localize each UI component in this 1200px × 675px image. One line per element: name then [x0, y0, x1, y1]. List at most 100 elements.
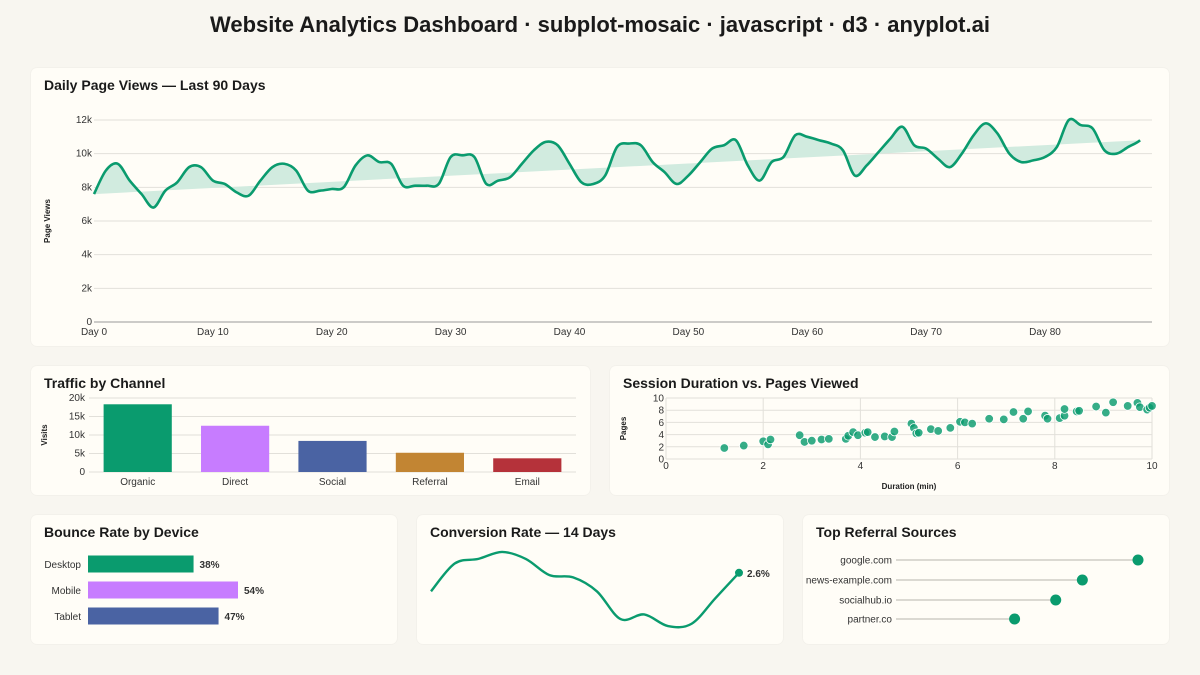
end-point — [735, 568, 743, 577]
x-axis-label: Duration (min) — [882, 482, 937, 491]
y-tick-label: 10 — [653, 394, 665, 405]
x-tick-label: 8 — [1052, 461, 1058, 472]
x-tick-label: Organic — [120, 477, 155, 488]
y-tick-label: 15k — [69, 412, 86, 423]
lollipop-dot — [1050, 594, 1062, 606]
category-label: partner.co — [848, 615, 893, 626]
traffic-panel: Traffic by Channel 0 5k 10k 15k 20k Organic Di… — [31, 366, 590, 495]
y-tick-label: 2k — [81, 283, 93, 294]
traffic-chart: 0 5k 10k 15k 20k Organic Direct Social Referral E… — [40, 393, 576, 488]
scatter-point — [739, 440, 749, 451]
y-tick-label: 5k — [74, 449, 86, 460]
area-fill — [94, 118, 1141, 208]
referral-title: Top Referral Sources — [816, 524, 957, 540]
x-tick-label: 6 — [955, 461, 961, 472]
conversion-title: Conversion Rate — 14 Days — [430, 524, 616, 540]
x-tick-label: Direct — [222, 477, 248, 488]
scatter-point — [1147, 401, 1157, 411]
scatter-point — [984, 414, 994, 424]
category-label: Mobile — [52, 586, 82, 597]
y-tick-label: 6 — [658, 418, 664, 429]
bar-organic — [103, 404, 172, 472]
scatter-point — [862, 427, 873, 437]
scatter-point — [1042, 414, 1053, 424]
x-tick-label: Day 70 — [910, 327, 942, 338]
y-axis-label: Page Views — [43, 199, 52, 243]
y-tick-label: 4 — [658, 430, 664, 441]
referral-chart: google.com news-example.com socialhub.io pa… — [806, 554, 1144, 626]
scatter-point — [719, 443, 730, 453]
scatter-point — [765, 434, 776, 445]
scatter-point — [933, 426, 943, 436]
y-tick-label: 10k — [76, 149, 93, 160]
x-tick-label: Social — [319, 477, 346, 488]
scatter-point — [945, 423, 956, 433]
scatter-point — [1074, 406, 1084, 416]
scatter-point — [914, 428, 924, 438]
category-label: google.com — [840, 556, 892, 567]
lollipop-dot — [1009, 613, 1021, 625]
y-tick-label: 4k — [81, 250, 93, 261]
y-tick-label: 2 — [658, 442, 664, 453]
category-label: socialhub.io — [839, 596, 892, 607]
value-label: 54% — [244, 586, 264, 597]
x-tick-label: Day 50 — [673, 327, 705, 338]
scatter-point — [807, 435, 817, 446]
page-views-chart: 0 2k 4k 6k 8k 10k 12k Day 0 Day 10 Day 20 Day 30 Da… — [43, 115, 1152, 338]
scatter-point — [824, 434, 834, 444]
bounce-title: Bounce Rate by Device — [44, 524, 199, 540]
x-tick-label: Day 20 — [316, 327, 348, 338]
scatter-point — [1108, 397, 1118, 407]
scatter-point — [1008, 407, 1019, 417]
x-tick-label: 2 — [760, 461, 766, 472]
scatter-point — [1101, 407, 1111, 418]
scatter-point — [1059, 404, 1070, 414]
y-axis-label: Pages — [619, 416, 628, 440]
category-label: Desktop — [44, 560, 81, 571]
dashboard-title: Website Analytics Dashboard · subplot-mo… — [210, 12, 990, 37]
y-tick-label: 0 — [658, 455, 664, 466]
page-views-line — [92, 117, 1141, 209]
lollipop-dot — [1132, 554, 1144, 566]
traffic-title: Traffic by Channel — [44, 375, 166, 391]
x-tick-label: Referral — [412, 477, 448, 488]
y-tick-label: 0 — [86, 317, 92, 328]
scatter-point — [999, 414, 1009, 425]
scatter-point — [794, 430, 805, 440]
y-tick-label: 8 — [658, 406, 664, 417]
x-tick-label: 0 — [663, 461, 669, 472]
y-tick-label: 6k — [81, 216, 93, 227]
page-views-panel: Daily Page Views — Last 90 Days 0 2k 4k 6k 8… — [31, 68, 1169, 346]
scatter-point — [1018, 414, 1028, 424]
bar-mobile — [88, 581, 238, 599]
value-label: 47% — [225, 612, 245, 623]
x-tick-label: Email — [515, 477, 540, 488]
x-tick-label: Day 60 — [791, 327, 823, 338]
y-tick-label: 20k — [69, 393, 86, 404]
scatter-point — [1123, 401, 1133, 411]
y-tick-label: 10k — [69, 430, 86, 441]
bar-email — [493, 458, 562, 472]
y-tick-label: 8k — [81, 182, 93, 193]
referral-panel: Top Referral Sources google.com news-exam… — [803, 515, 1169, 644]
scatter-point — [1091, 401, 1101, 412]
category-label: Tablet — [54, 612, 81, 623]
conversion-chart: 2.6% — [430, 550, 770, 629]
x-tick-label: Day 0 — [81, 327, 108, 338]
lollipop-dot — [1076, 574, 1088, 586]
page-views-title: Daily Page Views — Last 90 Days — [44, 77, 266, 93]
bar-direct — [201, 425, 270, 472]
y-tick-label: 12k — [76, 115, 93, 126]
conversion-panel: Conversion Rate — 14 Days 2.6% — [417, 515, 783, 644]
scatter-point — [889, 426, 900, 437]
x-tick-label: Day 30 — [435, 327, 467, 338]
scatter-point — [870, 432, 880, 442]
y-axis-label: Visits — [40, 424, 49, 446]
conversion-line — [430, 550, 740, 629]
x-tick-label: Day 10 — [197, 327, 229, 338]
bar-desktop — [88, 555, 194, 573]
bar-social — [298, 440, 367, 472]
category-label: news-example.com — [806, 576, 892, 587]
